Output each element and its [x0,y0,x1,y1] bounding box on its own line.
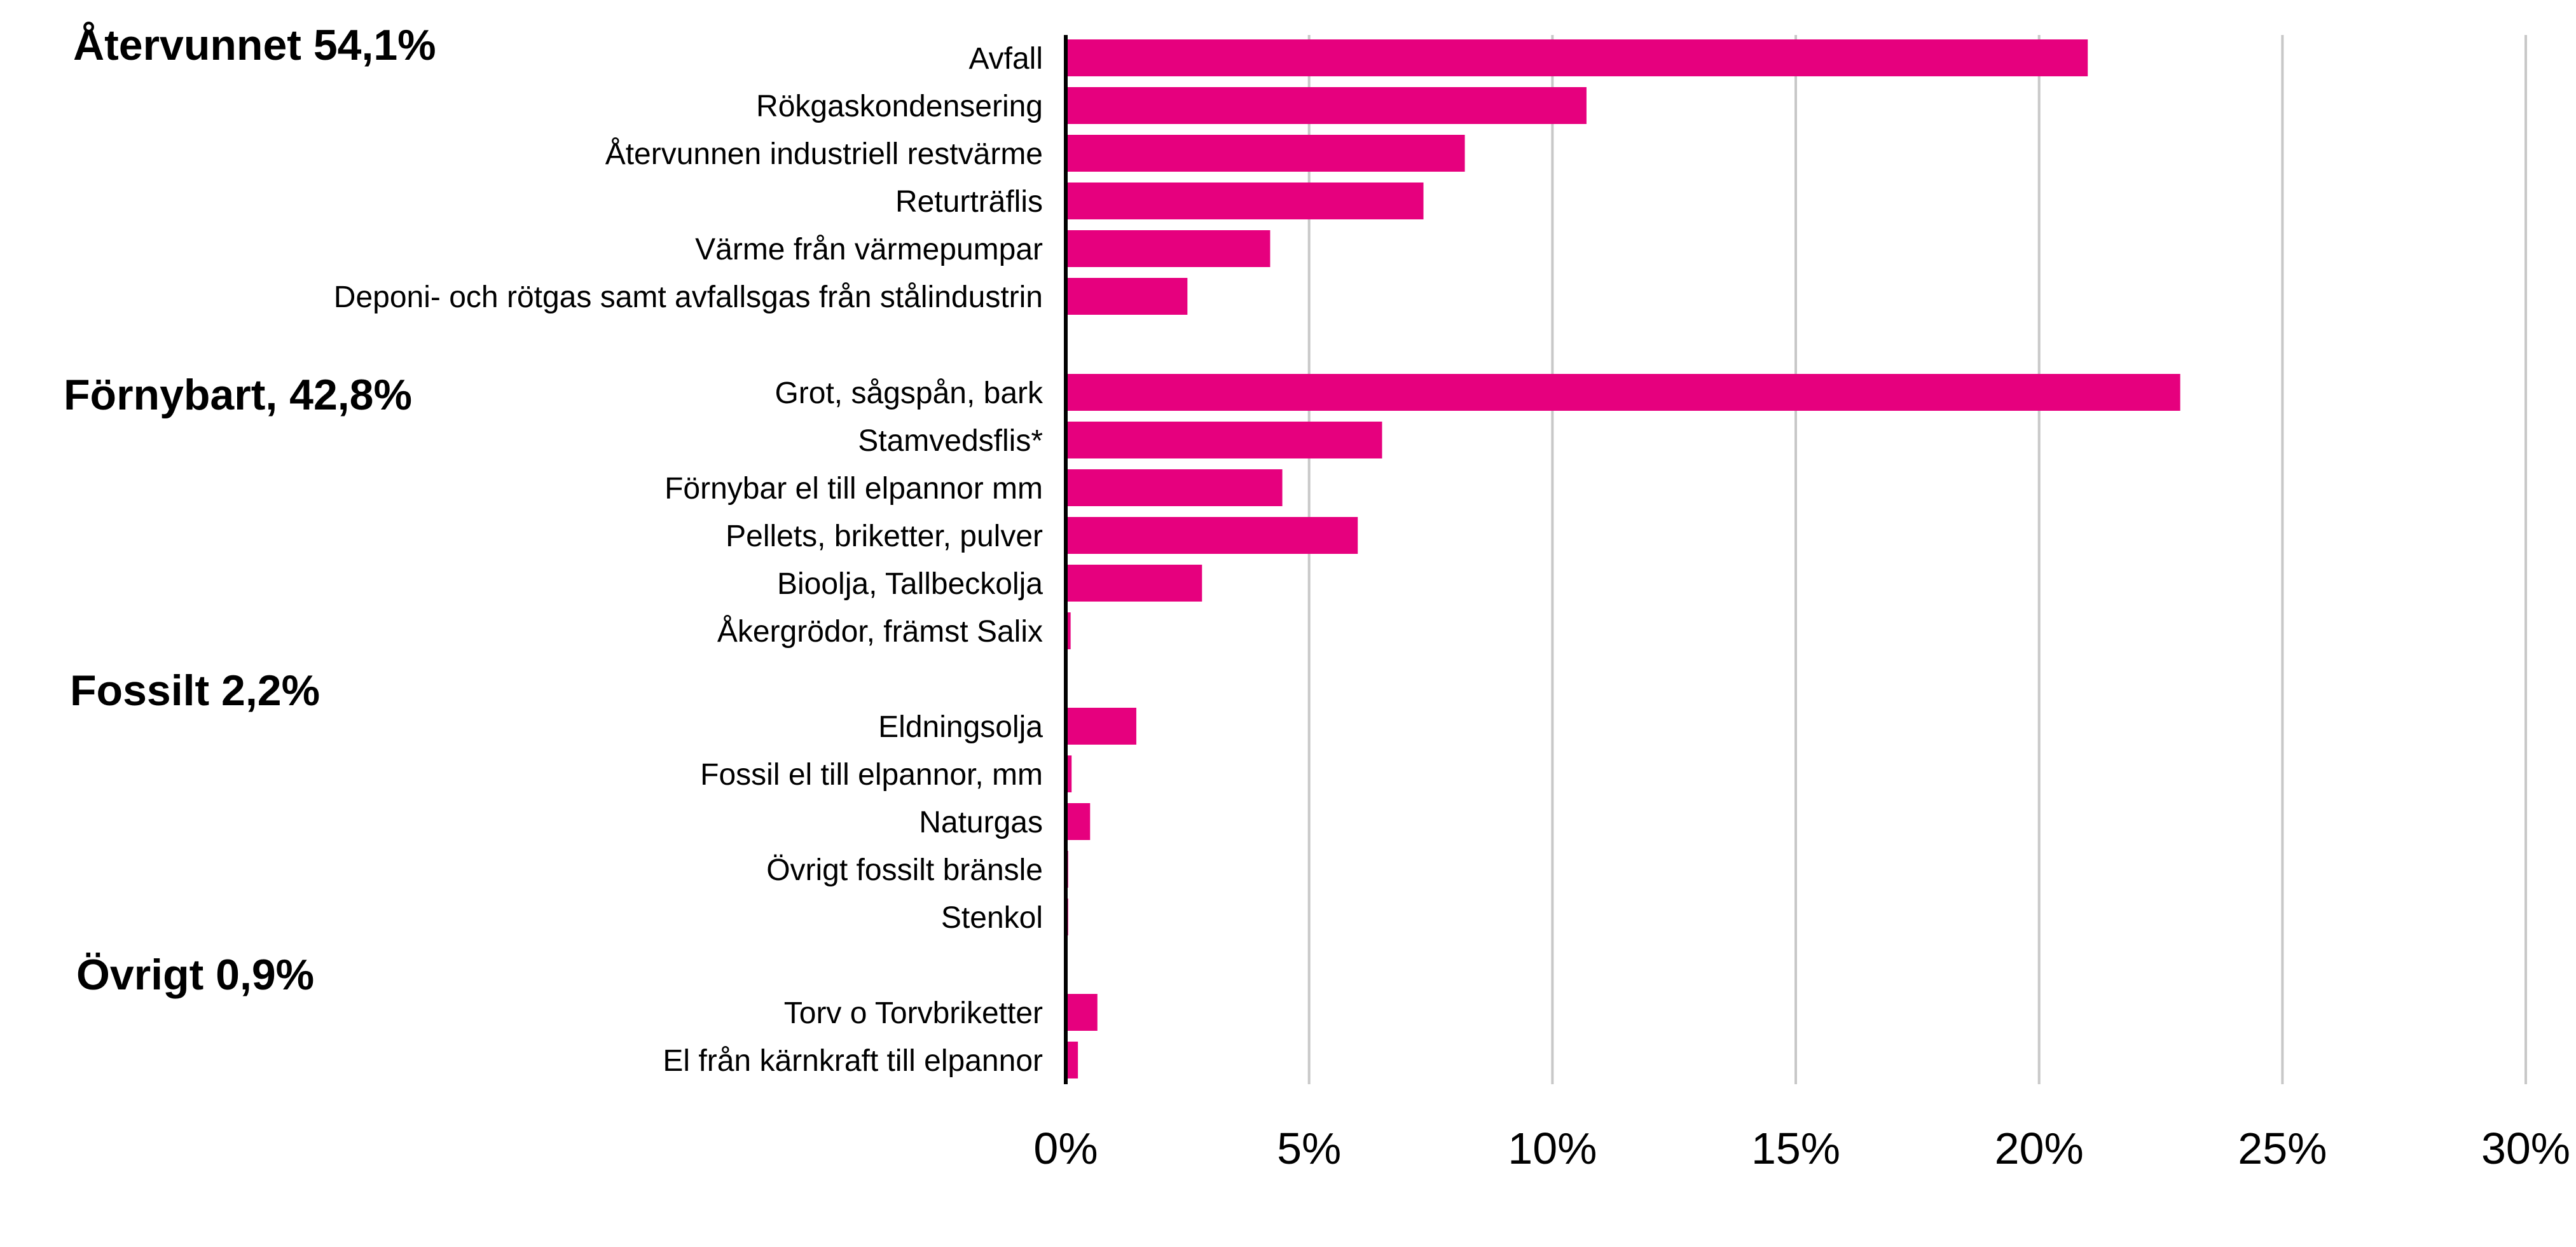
category-label: Avfall [968,42,1043,76]
category-label: Återvunnen industriell restvärme [605,137,1043,171]
category-label: Returträflis [895,185,1043,219]
category-label: Grot, sågspån, bark [775,376,1043,410]
bar [1066,278,1188,315]
bar [1066,755,1072,792]
category-label: Stamvedsflis* [858,424,1043,458]
category-label: Deponi- och rötgas samt avfallsgas från … [334,280,1043,314]
bar [1066,469,1283,506]
x-tick-label: 30% [2481,1124,2570,1173]
x-tick-label: 20% [1995,1124,2084,1173]
group-label: Förnybart, 42,8% [64,371,412,419]
category-label: Bioolja, Tallbeckolja [777,567,1043,601]
category-label: Torv o Torvbriketter [784,996,1043,1030]
x-axis-tick-labels: 0% 5% 10% 15% 20% 25% 30% [1033,1124,2570,1173]
x-tick-label: 5% [1277,1124,1341,1173]
category-label: Naturgas [919,806,1043,839]
category-label: Åkergrödor, främst Salix [717,615,1043,649]
gridlines [1307,35,2527,1084]
category-label: Rökgaskondensering [756,90,1043,123]
category-label: Fossil el till elpannor, mm [700,758,1043,792]
category-label: Stenkol [941,901,1043,935]
x-tick-label: 25% [2238,1124,2327,1173]
bar [1066,230,1271,267]
x-tick-label: 0% [1033,1124,1098,1173]
bar [1066,1042,1078,1078]
x-tick-label: 15% [1751,1124,1840,1173]
category-label: Pellets, briketter, pulver [726,520,1043,553]
x-tick-label: 10% [1508,1124,1597,1173]
category-label: Övrigt fossilt bränsle [766,853,1043,887]
bar [1066,803,1091,840]
category-label: Värme från värmepumpar [695,233,1043,266]
category-label: Förnybar el till elpannor mm [665,472,1043,506]
bar [1066,708,1136,745]
group-label: Fossilt 2,2% [70,666,320,715]
bar [1066,612,1071,649]
bar [1066,565,1202,602]
bar [1066,135,1465,172]
group-labels: Återvunnet 54,1% Förnybart, 42,8% Fossilt … [64,21,436,999]
bar [1066,994,1098,1031]
group-label: Övrigt 0,9% [76,951,314,999]
category-label: Eldningsolja [878,710,1043,744]
bar [1066,422,1382,458]
bar [1066,87,1587,124]
bar [1066,374,2180,411]
bar [1066,183,1424,219]
category-label: El från kärnkraft till elpannor [663,1044,1043,1078]
bar [1066,517,1358,554]
bar [1066,39,2088,76]
category-labels: Avfall Rökgaskondensering Återvunnen indus… [334,42,1043,1078]
bars [1066,39,2180,1078]
group-label: Återvunnet 54,1% [73,21,436,69]
